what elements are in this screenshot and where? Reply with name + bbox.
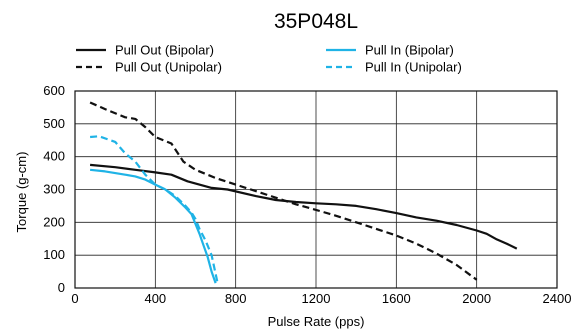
series-line-pull-in-bipolar: [89, 168, 217, 284]
series-line-pull-out-bipolar: [89, 163, 518, 250]
x-tick-label: 2000: [462, 291, 491, 306]
legend-label: Pull Out (Bipolar): [115, 43, 214, 58]
legend-label: Pull Out (Unipolar): [115, 60, 222, 75]
grid: [75, 91, 557, 288]
y-tick-label: 200: [43, 214, 65, 229]
legend: Pull Out (Bipolar) Pull Out (Unipolar) Pul…: [76, 43, 462, 75]
legend-label: Pull In (Unipolar): [365, 60, 462, 75]
plot-border: [74, 90, 558, 289]
series-line-pull-out-unipolar: [89, 101, 478, 281]
x-axis-label: Pulse Rate (pps): [268, 314, 365, 329]
series-line-pull-in-unipolar: [90, 135, 219, 284]
y-tick-label: 400: [43, 149, 65, 164]
y-tick-label: 300: [43, 182, 65, 197]
y-tick-label: 500: [43, 116, 65, 131]
chart-title: 35P048L: [274, 10, 358, 33]
x-tick-label: 800: [225, 291, 247, 306]
x-tick-label: 1200: [302, 291, 331, 306]
y-axis-label: Torque (g-cm): [14, 152, 29, 233]
y-tick-label: 0: [58, 280, 65, 295]
y-tick-labels: 0 100 200 300 400 500 600: [43, 83, 65, 295]
x-tick-label: 0: [71, 291, 78, 306]
y-tick-label: 100: [43, 247, 65, 262]
series-layer: [89, 101, 518, 284]
legend-label: Pull In (Bipolar): [365, 43, 454, 58]
x-tick-label: 1600: [382, 291, 411, 306]
y-tick-label: 600: [43, 83, 65, 98]
x-tick-labels: 0 400 800 1200 1600 2000 2400: [71, 291, 571, 306]
x-tick-label: 400: [144, 291, 166, 306]
plot-frame: [74, 90, 558, 289]
x-tick-label: 2400: [543, 291, 572, 306]
